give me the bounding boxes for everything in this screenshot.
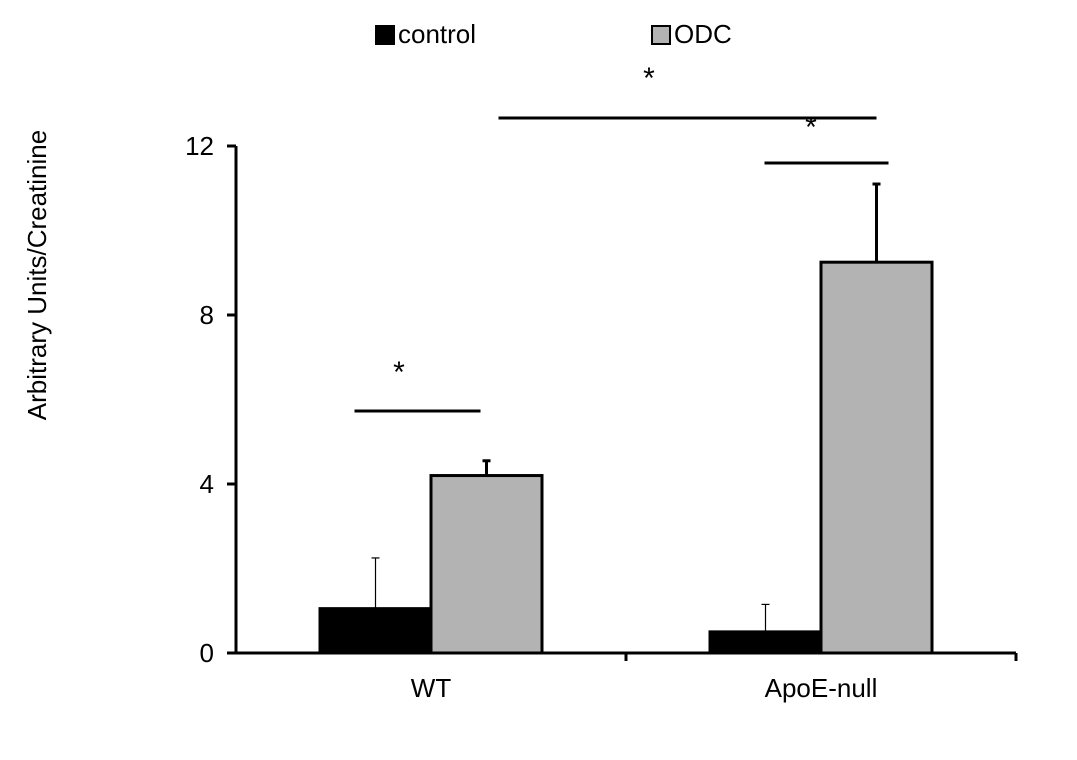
bar-wt-control [318, 607, 433, 655]
bar-apoe-null-odc [819, 260, 934, 655]
x-tick-label: WT [411, 673, 452, 703]
legend: control ODC [375, 19, 732, 49]
legend-swatch-control [375, 25, 395, 45]
y-axis-label-group: Arbitrary Units/Creatinine [22, 130, 52, 420]
bar-apoe-null-control [708, 630, 823, 655]
y-tick-label: 12 [185, 131, 214, 161]
significance-annotations: * * * [354, 62, 889, 413]
legend-label-odc: ODC [674, 19, 732, 49]
error-bars [371, 182, 881, 632]
significance-star: * [393, 356, 405, 389]
y-tick-label: 0 [200, 638, 214, 668]
significance-star: * [805, 111, 817, 144]
significance-star: * [643, 62, 655, 95]
y-tick-label: 8 [200, 300, 214, 330]
legend-swatch-odc [651, 25, 671, 45]
x-tick-label: ApoE-null [765, 673, 878, 703]
legend-label-control: control [398, 19, 476, 49]
y-axis-label: Arbitrary Units/Creatinine [22, 130, 52, 420]
y-tick-label: 4 [200, 469, 214, 499]
bar-wt-odc [429, 474, 544, 655]
axes: 0 4 8 12 WT ApoE-null [185, 131, 1018, 703]
bars [318, 260, 934, 655]
